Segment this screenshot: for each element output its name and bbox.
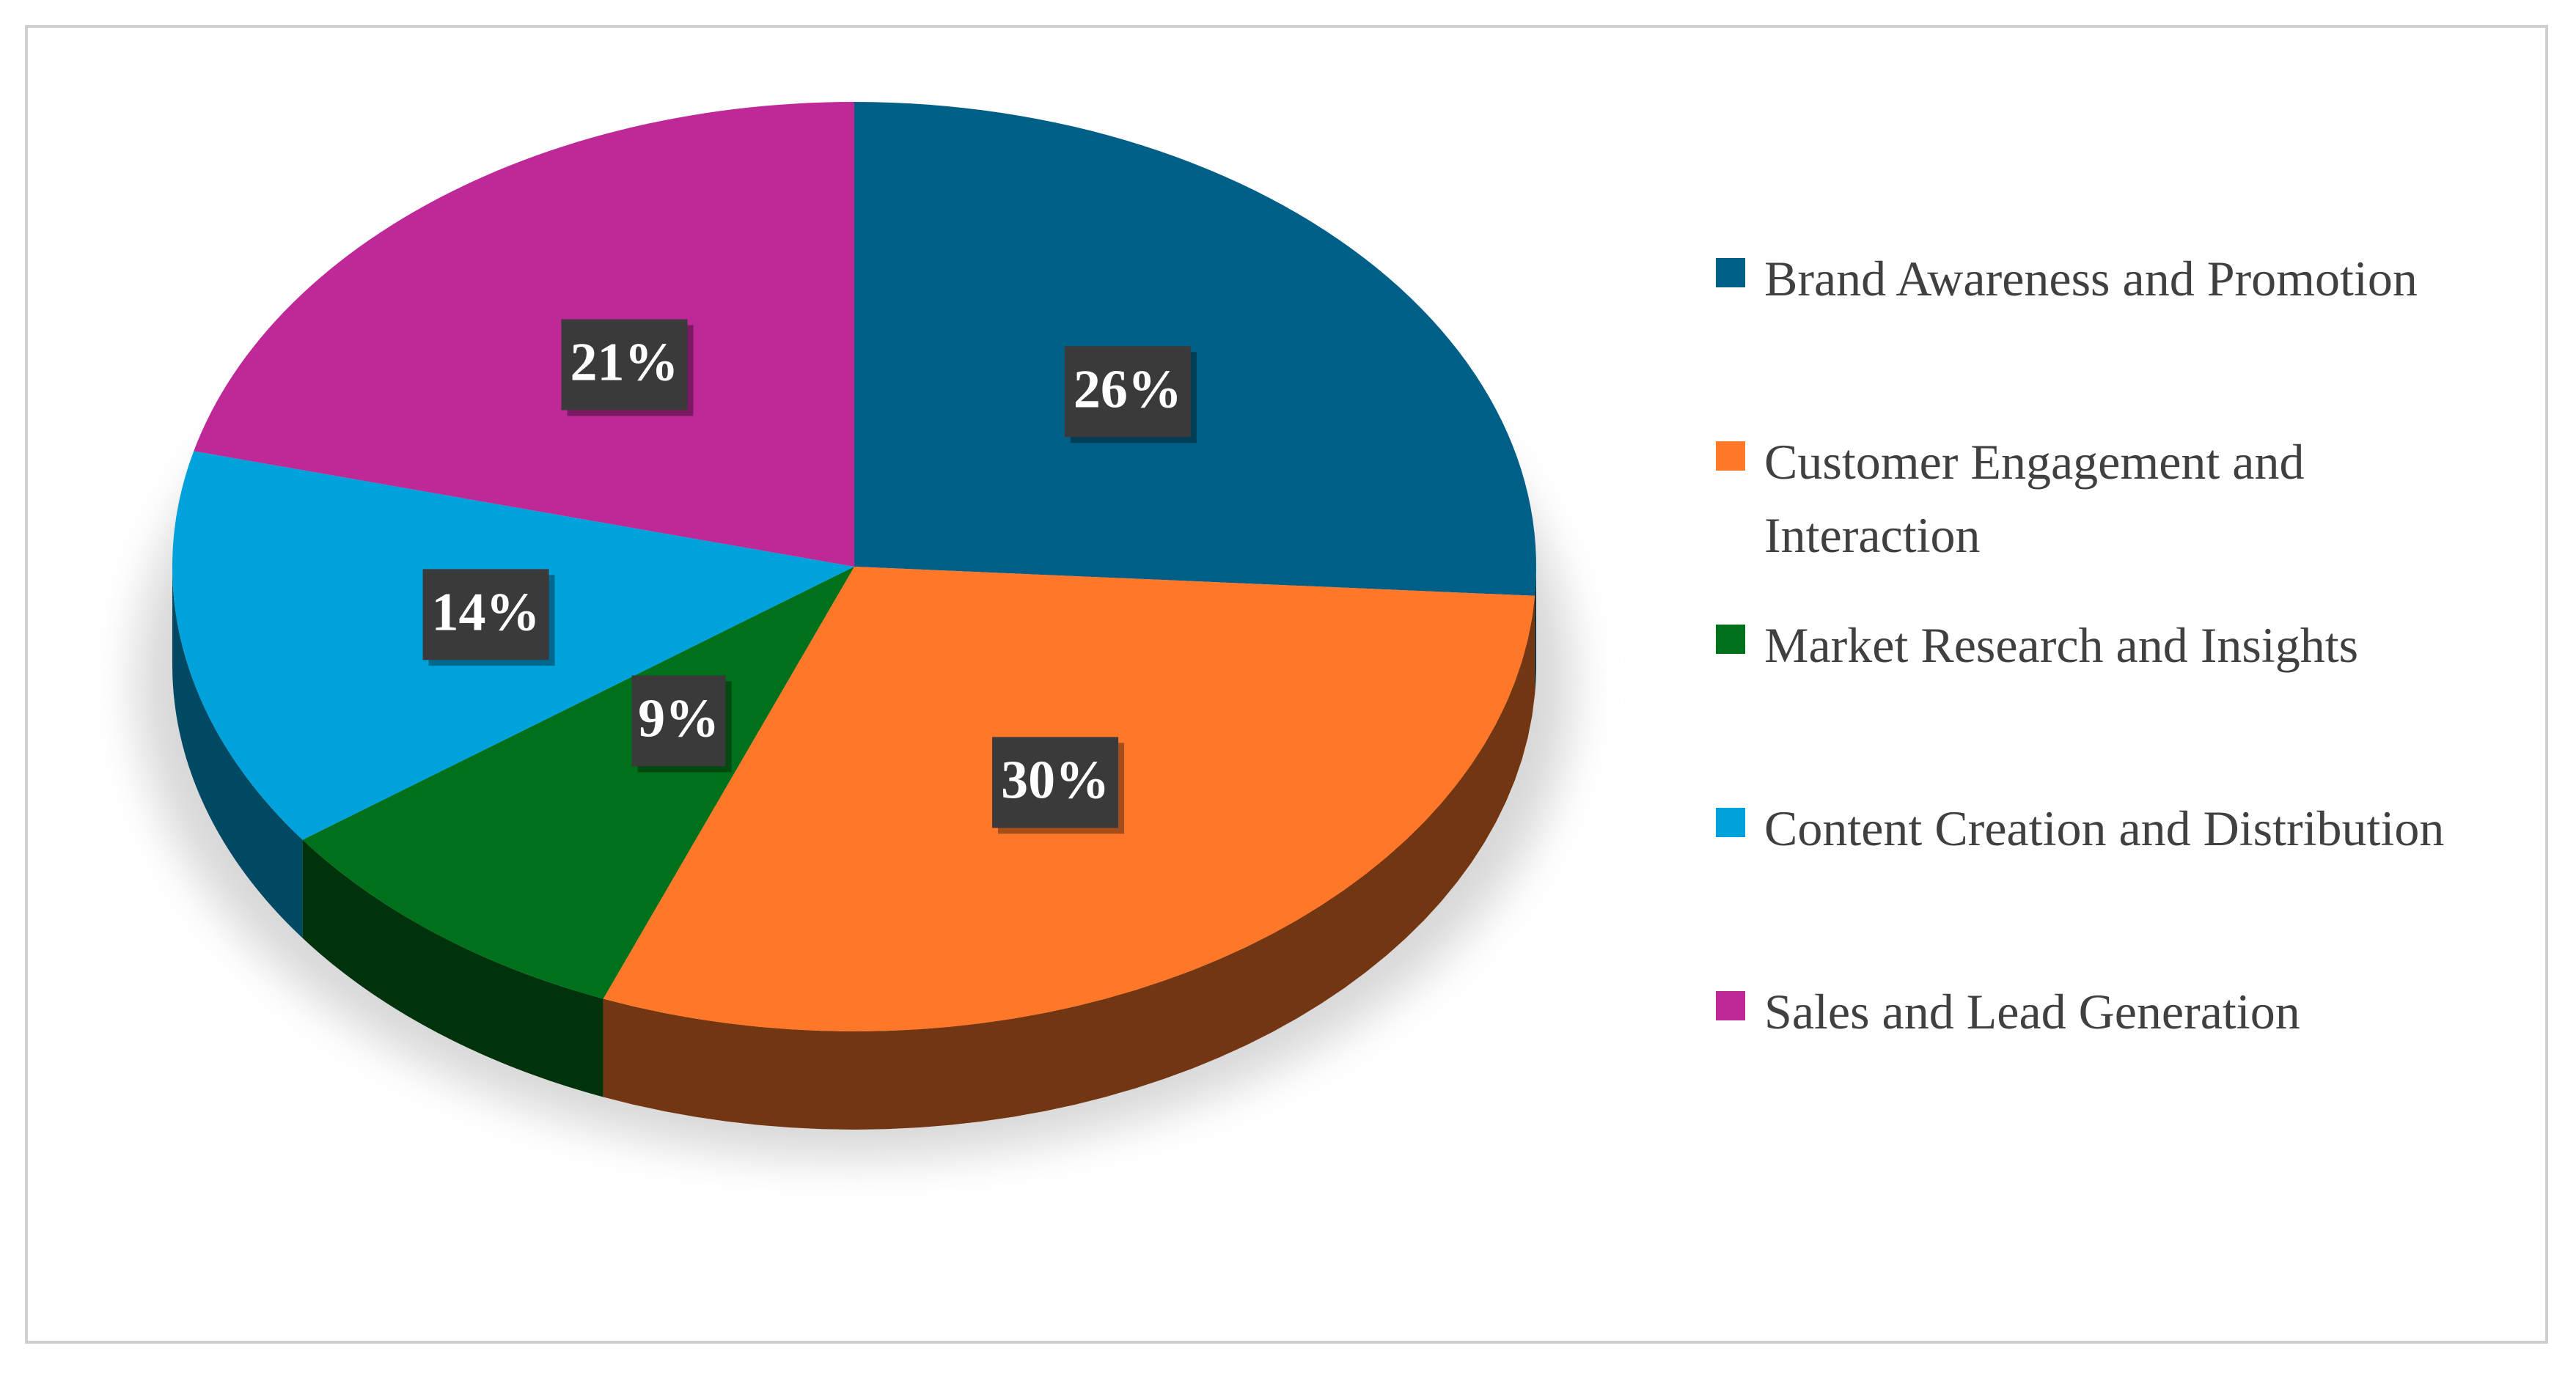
slice-side (1535, 567, 1536, 694)
legend-swatch (1716, 808, 1745, 837)
legend-item: Customer Engagement and Interaction (1716, 425, 2527, 572)
data-label: 21% (570, 332, 678, 392)
slice (302, 567, 854, 999)
label-box (1064, 346, 1191, 438)
legend-item: Sales and Lead Generation (1716, 975, 2527, 1048)
legend-swatch (1716, 991, 1745, 1020)
legend-swatch (1716, 625, 1745, 654)
label-box (422, 569, 549, 660)
slice (194, 102, 854, 567)
slice-side (302, 839, 603, 1097)
data-label: 14% (432, 582, 540, 642)
legend-swatch (1716, 441, 1745, 471)
slice (854, 102, 1536, 596)
legend-label: Sales and Lead Generation (1764, 984, 2300, 1039)
slice-side (172, 567, 303, 938)
label-box (992, 737, 1119, 828)
data-label: 26% (1074, 359, 1182, 419)
legend-item: Brand Awareness and Promotion (1716, 242, 2527, 315)
chart: 26% 30% 9% 14% 21% (136, 102, 1573, 1158)
legend-item: Content Creation and Distribution (1716, 792, 2527, 865)
legend-label: Market Research and Insights (1764, 617, 2359, 673)
data-label: 9% (638, 688, 719, 748)
label-box (631, 675, 726, 767)
legend-item: Market Research and Insights (1716, 608, 2527, 682)
legend-swatch (1716, 258, 1745, 287)
legend-label: Content Creation and Distribution (1764, 800, 2445, 856)
frame (25, 25, 2548, 1344)
data-label: 30% (1001, 750, 1109, 810)
legend-label: Brand Awareness and Promotion (1764, 251, 2418, 306)
slice-side (603, 595, 1535, 1130)
label-box (561, 319, 688, 411)
legend-label: Customer Engagement and Interaction (1764, 434, 2305, 563)
